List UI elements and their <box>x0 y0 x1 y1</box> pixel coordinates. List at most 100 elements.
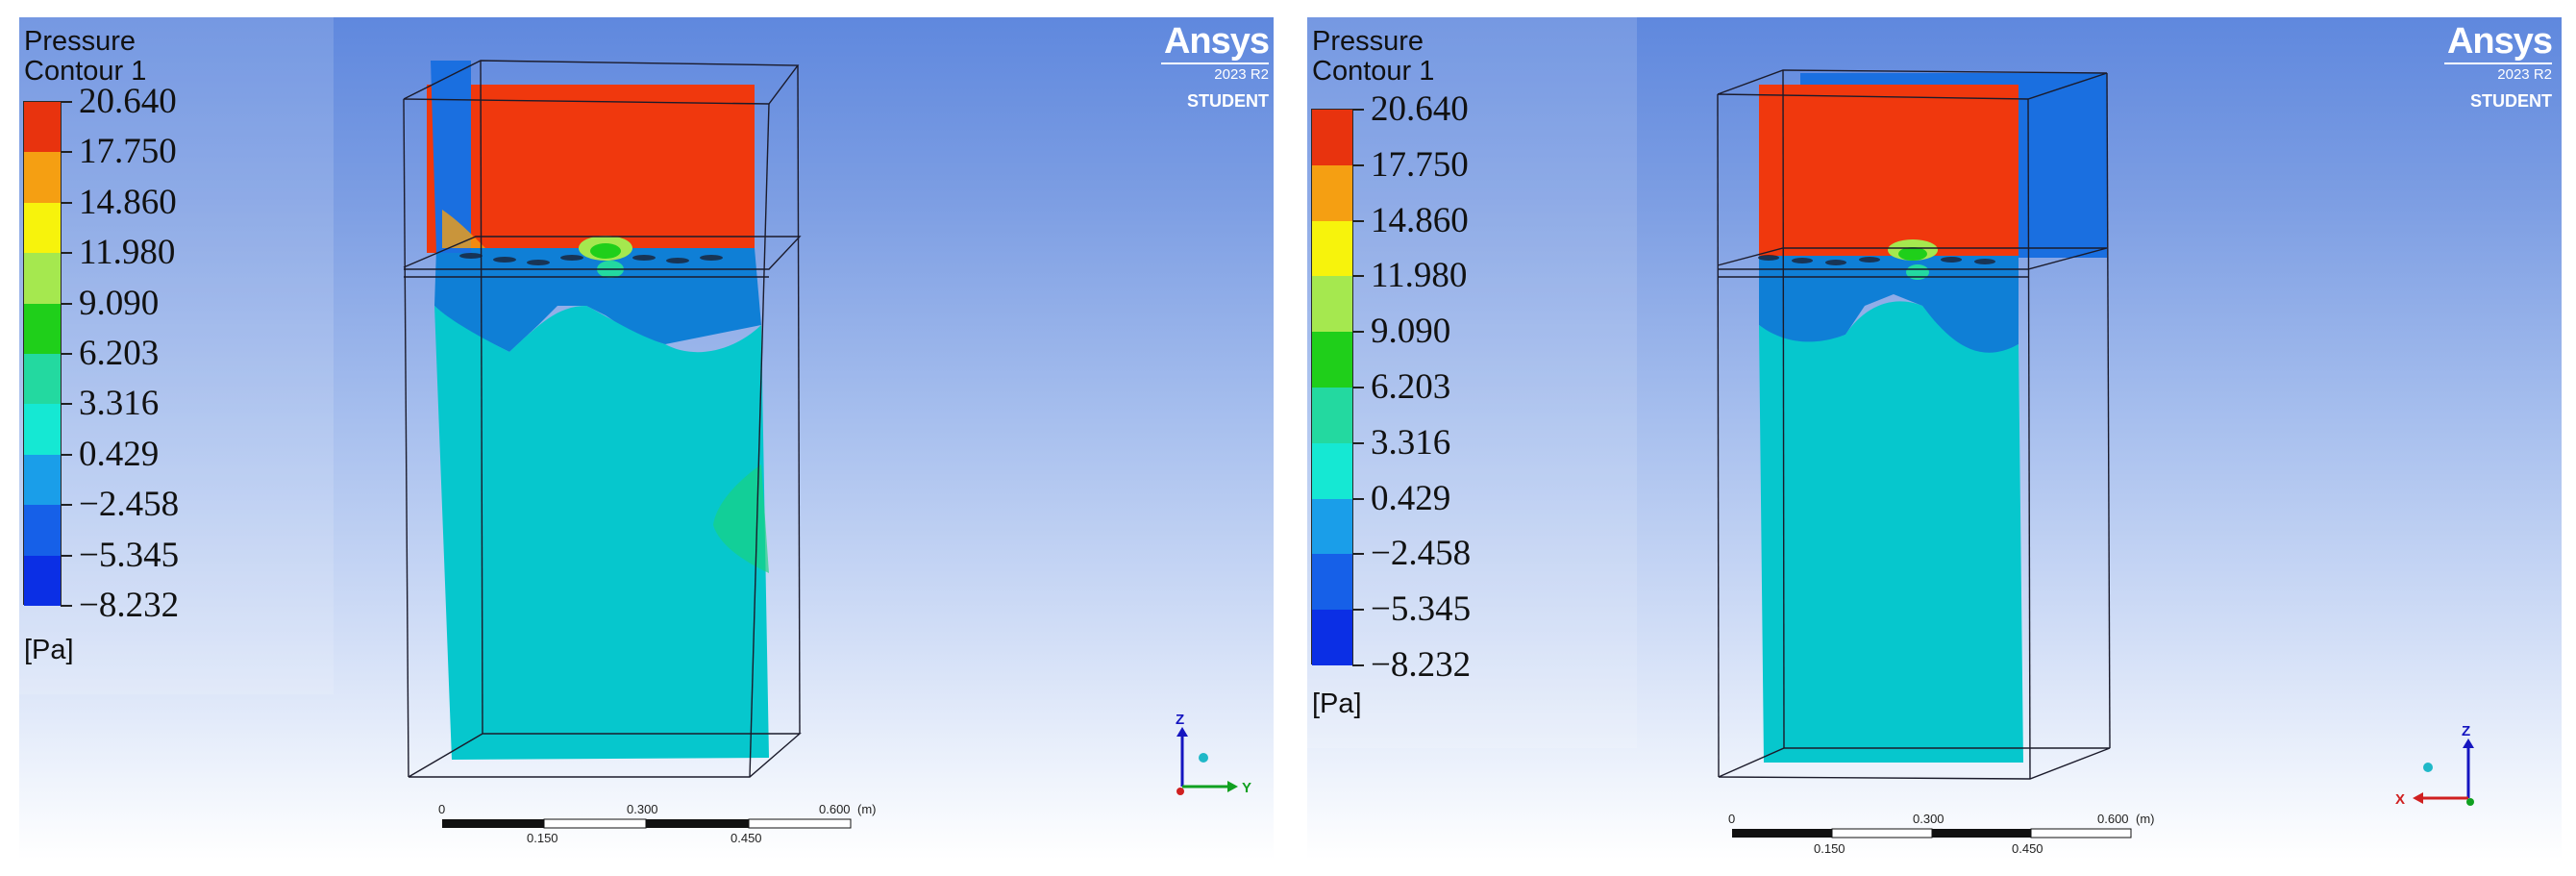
legend-subtitle: Contour 1 <box>24 56 147 87</box>
legend-unit: [Pa] <box>24 635 74 665</box>
axis-triad: Z X <box>2395 723 2474 808</box>
legend-value: 6.203 <box>79 334 160 373</box>
logo-edition: STUDENT <box>1187 91 1269 111</box>
legend-value: 14.860 <box>79 182 177 222</box>
legend-value: 0.429 <box>79 434 160 474</box>
legend-panel <box>19 17 334 694</box>
scale-label-top: 0 <box>1728 812 1735 826</box>
legend-value: −2.458 <box>79 485 180 525</box>
scale-label-bottom: 0.450 <box>2012 841 2043 856</box>
ansys-logo: Ansys 2023 R2 STUDENT <box>1115 21 1270 117</box>
legend-value: 9.090 <box>1371 312 1451 352</box>
legend-value: 17.750 <box>79 132 177 172</box>
legend-tick <box>1352 441 1364 444</box>
legend-value: 9.090 <box>79 283 160 323</box>
legend-value: −2.458 <box>1371 534 1472 574</box>
color-band <box>24 555 61 607</box>
color-band <box>24 303 61 355</box>
legend-tick <box>61 504 72 507</box>
color-band <box>24 505 61 557</box>
scale-label-top: 0.300 <box>627 802 658 816</box>
legend-value: −5.345 <box>1371 589 1472 630</box>
scale-label-top: 0.300 <box>1913 812 1944 826</box>
color-band <box>1312 554 1352 611</box>
color-band <box>1312 164 1352 222</box>
color-band <box>1312 276 1352 333</box>
logo-version: 2023 R2 <box>1214 66 1269 83</box>
legend-value: −8.232 <box>1371 645 1472 685</box>
legend-value: 11.980 <box>79 233 176 273</box>
legend-tick <box>1352 219 1364 222</box>
domain-wireframe <box>1717 69 2111 780</box>
legend-title: Pressure <box>24 26 136 57</box>
axis-label-z: Z <box>1176 712 1184 728</box>
logo-edition: STUDENT <box>2470 91 2552 111</box>
legend-tick <box>61 353 72 355</box>
logo-divider <box>1161 63 1269 64</box>
legend-tick <box>61 101 72 103</box>
legend-tick <box>61 554 72 557</box>
legend-tick <box>61 453 72 456</box>
scale-bar: 0 0.300 0.600 (m) 0.150 0.450 <box>1728 812 2155 856</box>
color-band <box>24 253 61 305</box>
ansys-logo: Ansys 2023 R2 STUDENT <box>2398 21 2553 117</box>
legend-tick <box>1352 275 1364 278</box>
legend-title: Pressure <box>1312 26 1424 57</box>
color-band <box>1312 332 1352 388</box>
legend-value: 14.860 <box>1371 200 1469 240</box>
color-band <box>1312 388 1352 444</box>
legend-value: 6.203 <box>1371 367 1451 407</box>
color-band <box>1312 442 1352 500</box>
color-band <box>24 354 61 405</box>
color-band <box>24 454 61 506</box>
scale-unit: (m) <box>2136 812 2155 826</box>
pressure-contour-plane <box>1759 73 2107 763</box>
legend-tick <box>1352 609 1364 612</box>
axis-triad: Z Y <box>1176 712 1251 796</box>
logo-name: Ansys <box>2446 21 2553 62</box>
legend-tick <box>1352 109 1364 111</box>
color-band <box>24 152 61 204</box>
model-view[interactable]: 0 0.300 0.600 (m) 0.150 0.450 Z Y <box>19 17 1274 860</box>
legend-tick <box>61 252 72 255</box>
scale-unit: (m) <box>857 802 877 816</box>
legend-unit: [Pa] <box>1312 688 1362 719</box>
axis-label-z: Z <box>2462 723 2470 739</box>
axis-label-y: Y <box>1242 780 1251 796</box>
scale-bar: 0 0.300 0.600 (m) 0.150 0.450 <box>438 802 877 845</box>
legend-subtitle: Contour 1 <box>1312 56 1435 87</box>
color-band <box>1312 110 1352 166</box>
model-view[interactable]: 0 0.300 0.600 (m) 0.150 0.450 Z X <box>1307 17 2562 860</box>
color-band <box>1312 610 1352 666</box>
logo-version: 2023 R2 <box>2497 66 2552 83</box>
viewport-panel-1[interactable]: Pressure Contour 1 20.640 17.750 14.860 11.… <box>19 17 1274 860</box>
legend-value: 20.640 <box>1371 89 1469 129</box>
legend-value: 20.640 <box>79 82 177 121</box>
color-band <box>24 202 61 254</box>
legend-value: −8.232 <box>79 586 180 625</box>
color-bar <box>1311 109 1364 666</box>
viewport-panel-2[interactable]: Pressure Contour 1 20.640 17.750 14.860 11.… <box>1307 17 2562 860</box>
legend-tick <box>1352 331 1364 334</box>
legend-tick <box>61 151 72 154</box>
logo-divider <box>2444 63 2552 64</box>
logo-name: Ansys <box>1163 21 1270 62</box>
pressure-contour-plane <box>427 61 769 760</box>
legend-value: 11.980 <box>1371 256 1468 296</box>
color-band <box>24 404 61 456</box>
scale-label-top: 0.600 <box>2097 812 2129 826</box>
domain-wireframe <box>403 60 802 778</box>
perforated-plate <box>1758 255 1995 265</box>
scale-label-bottom: 0.450 <box>731 831 762 845</box>
legend-value: 17.750 <box>1371 144 1469 185</box>
perforated-plate <box>459 253 723 265</box>
legend-tick <box>1352 387 1364 388</box>
color-band <box>24 102 61 153</box>
scale-label-top: 0 <box>438 802 445 816</box>
legend-value: −5.345 <box>79 535 180 575</box>
scale-label-bottom: 0.150 <box>527 831 558 845</box>
legend-tick <box>1352 163 1364 166</box>
legend-tick <box>1352 553 1364 556</box>
legend-tick <box>1352 497 1364 500</box>
legend-value: 3.316 <box>1371 422 1451 463</box>
